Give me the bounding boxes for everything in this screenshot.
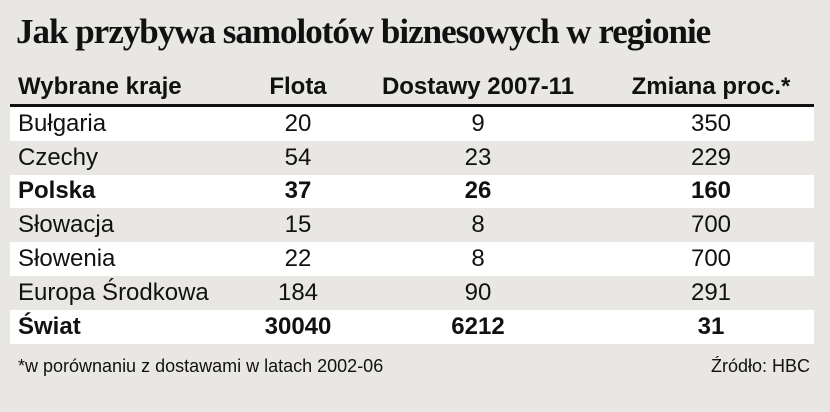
header-cell: Flota [248, 70, 348, 107]
cell: 160 [690, 177, 732, 205]
cell: 26 [464, 177, 492, 205]
footnote: *w porównaniu z dostawami w latach 2002-… [18, 356, 384, 376]
source: Źródło: HBC [710, 356, 810, 376]
cell: 31 [697, 312, 725, 340]
table-body: Bułgaria 20 9 350 Czechy 54 23 229 Polska 37 26 160… [10, 105, 814, 344]
title: Jak przybywa samolotów biznesowych w reg… [16, 12, 711, 51]
header-cell: Dostawy 2007-11 [348, 70, 608, 107]
table-row: Europa Środkowa 184 90 291 [10, 276, 814, 310]
cell: 23 [464, 143, 492, 171]
cell: 229 [690, 143, 732, 171]
cell: 30040 [264, 312, 332, 340]
row-label: Słowenia [18, 245, 116, 273]
cell: 184 [277, 278, 319, 306]
cell: 291 [690, 278, 732, 306]
header-row: Wybrane kraje Flota Dostawy 2007-11 Zmiana … [10, 70, 814, 107]
cell: 6212 [451, 312, 505, 340]
cell: 54 [284, 143, 312, 171]
header-cell: Zmiana proc.* [608, 70, 814, 107]
row-label: Polska [18, 177, 96, 205]
header-cell: Wybrane kraje [10, 70, 248, 107]
row-label: Bułgaria [18, 109, 107, 137]
table-row: Świat 30040 6212 31 [10, 309, 814, 344]
cell: 700 [690, 245, 732, 273]
cell: 350 [690, 109, 732, 137]
cell: 8 [471, 245, 485, 273]
table: Wybrane kraje Flota Dostawy 2007-11 Zmiana … [10, 70, 814, 344]
table-row: Słowacja 15 8 700 [10, 208, 814, 242]
cell: 9 [471, 109, 485, 137]
cell: 15 [284, 211, 312, 239]
table-row: Polska 37 26 160 [10, 174, 814, 209]
row-label: Czechy [18, 143, 99, 171]
table-row: Słowenia 22 8 700 [10, 242, 814, 276]
cell: 22 [284, 245, 312, 273]
cell: 20 [284, 109, 312, 137]
row-label: Europa Środkowa [18, 278, 209, 306]
cell: 700 [690, 211, 732, 239]
row-label: Słowacja [18, 211, 115, 239]
cell: 37 [284, 177, 312, 205]
table-header: Wybrane kraje Flota Dostawy 2007-11 Zmiana … [10, 70, 814, 107]
cell: 8 [471, 211, 485, 239]
cell: 90 [464, 278, 492, 306]
row-label: Świat [18, 312, 81, 340]
table-row: Czechy 54 23 229 [10, 141, 814, 175]
table-row: Bułgaria 20 9 350 [10, 105, 814, 141]
